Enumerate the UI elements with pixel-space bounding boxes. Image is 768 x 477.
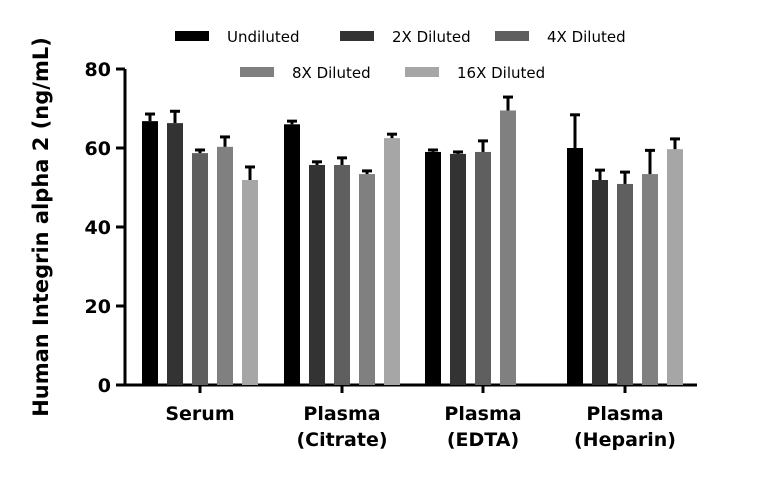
legend-swatch (340, 31, 374, 41)
legend-label: 16X Diluted (457, 64, 545, 82)
bar (284, 124, 300, 386)
legend-swatch (240, 67, 274, 77)
y-tick-label: 40 (85, 217, 111, 239)
bar (500, 110, 516, 385)
category-label: (Heparin) (574, 429, 676, 451)
y-axis-label: Human Integrin alpha 2 (ng/mL) (29, 37, 53, 417)
legend-swatch (405, 67, 439, 77)
category-label: (Citrate) (296, 429, 387, 451)
bar (617, 183, 633, 385)
bar (334, 164, 350, 385)
bar (242, 179, 258, 385)
bar (192, 153, 208, 385)
bar (567, 148, 583, 385)
category-label: Plasma (303, 403, 380, 425)
bar (309, 164, 325, 385)
bar (167, 123, 183, 386)
legend-label: 8X Diluted (292, 64, 371, 82)
category-label: (EDTA) (447, 429, 519, 451)
y-tick-label: 0 (98, 375, 111, 397)
y-tick-label: 20 (85, 296, 111, 318)
bar (425, 151, 441, 385)
bar (384, 138, 400, 385)
bar (642, 174, 658, 385)
category-label: Plasma (444, 403, 521, 425)
category-label: Plasma (586, 403, 663, 425)
bar (667, 149, 683, 385)
bar (475, 151, 491, 385)
category-label: Serum (165, 403, 234, 425)
legend-label: Undiluted (227, 28, 299, 46)
y-tick-label: 80 (85, 59, 111, 81)
y-tick-label: 60 (85, 138, 111, 160)
legend-label: 2X Diluted (392, 28, 471, 46)
bar (359, 174, 375, 385)
bar (592, 179, 608, 385)
legend-label: 4X Diluted (547, 28, 626, 46)
bar (142, 121, 158, 385)
bar (450, 153, 466, 385)
legend-swatch (495, 31, 529, 41)
bar (217, 146, 233, 385)
legend-swatch (175, 31, 209, 41)
